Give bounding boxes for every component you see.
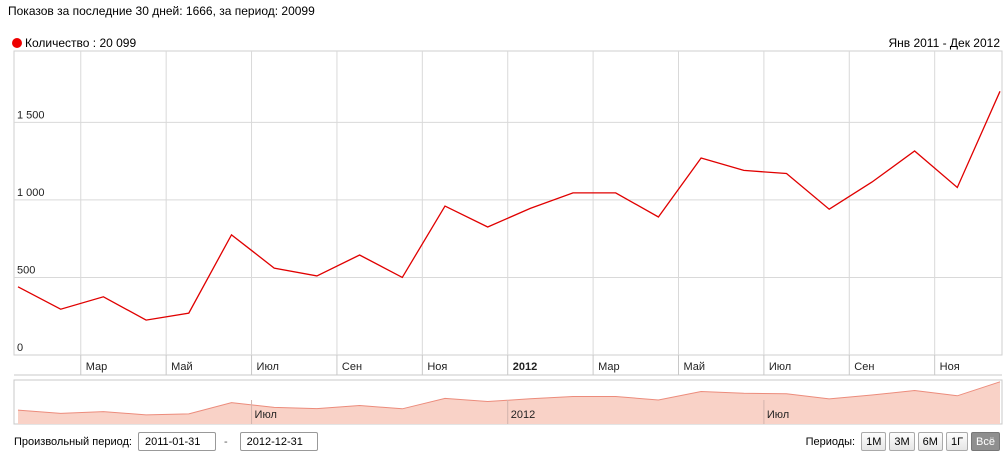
x-tick-label: Ноя xyxy=(427,361,447,373)
date-to-input[interactable] xyxy=(239,432,318,451)
period-selector: Периоды: 1М 3М 6М 1Г Всё xyxy=(806,432,1000,451)
data-point[interactable] xyxy=(698,155,704,161)
x-tick-label: Мар xyxy=(86,361,108,373)
navigator-area xyxy=(18,381,1000,424)
data-point[interactable] xyxy=(570,190,576,196)
y-tick-label: 500 xyxy=(17,264,35,276)
periods-label: Периоды: xyxy=(805,435,856,448)
custom-period: Произвольный период: - xyxy=(14,432,318,451)
data-point[interactable] xyxy=(784,171,790,177)
x-axis: Мар Май Июл Сен Ноя 2012 Мар Май Июл Сен Ноя xyxy=(14,355,1002,376)
period-3m-button[interactable]: 3М xyxy=(889,432,915,451)
data-point[interactable] xyxy=(912,148,918,154)
data-point[interactable] xyxy=(826,206,832,212)
data-point[interactable] xyxy=(314,273,320,279)
x-tick-label: 2012 xyxy=(513,361,537,373)
data-point[interactable] xyxy=(527,205,533,211)
custom-period-label: Произвольный период: xyxy=(14,435,132,448)
x-tick-label: Июл xyxy=(257,361,279,373)
data-point[interactable] xyxy=(228,232,234,238)
x-tick-label: Мар xyxy=(598,361,620,373)
data-point[interactable] xyxy=(485,224,491,230)
series-dot-icon xyxy=(12,38,22,48)
data-point[interactable] xyxy=(655,214,661,220)
y-axis: 0 500 1 000 1 500 xyxy=(17,109,45,354)
data-point[interactable] xyxy=(186,310,192,316)
data-point[interactable] xyxy=(100,294,106,300)
data-point[interactable] xyxy=(869,179,875,185)
data-point[interactable] xyxy=(954,184,960,190)
data-point[interactable] xyxy=(997,88,1003,94)
series-line[interactable] xyxy=(17,91,1001,321)
y-tick-label: 1 000 xyxy=(17,187,45,199)
legend-label: Количество : 20 099 xyxy=(25,36,137,50)
data-point[interactable] xyxy=(271,265,277,271)
y-tick-label: 1 500 xyxy=(17,109,45,121)
grid xyxy=(13,50,1003,356)
data-point[interactable] xyxy=(58,306,64,312)
x-tick-label: Июл xyxy=(769,361,791,373)
data-point[interactable] xyxy=(613,190,619,196)
date-separator: - xyxy=(223,435,228,448)
navigator-label: 2012 xyxy=(511,409,535,421)
series[interactable] xyxy=(15,88,1003,323)
data-point[interactable] xyxy=(741,167,747,173)
navigator-label: Июл xyxy=(255,409,277,421)
legend[interactable]: Количество : 20 099 xyxy=(12,36,136,50)
data-point[interactable] xyxy=(442,203,448,209)
y-tick-label: 0 xyxy=(17,342,23,354)
x-tick-label: Май xyxy=(684,361,706,373)
chart: 0 500 1 000 1 500 Мар Май Июл Сен Ноя 2012 Мар Май… xyxy=(13,50,1003,425)
navigator[interactable]: Июл 2012 Июл xyxy=(13,379,1003,425)
period-1y-button[interactable]: 1Г xyxy=(945,432,969,451)
x-tick-label: Сен xyxy=(854,361,874,373)
data-point[interactable] xyxy=(357,252,363,258)
period-all-button[interactable]: Всё xyxy=(971,432,1000,451)
period-1m-button[interactable]: 1М xyxy=(861,432,887,451)
data-point[interactable] xyxy=(143,317,149,323)
date-from-input[interactable] xyxy=(137,432,216,451)
x-tick-label: Ноя xyxy=(940,361,960,373)
navigator-label: Июл xyxy=(767,409,789,421)
x-tick-label: Май xyxy=(171,361,193,373)
x-tick-label: Сен xyxy=(342,361,362,373)
range-label: Янв 2011 - Дек 2012 xyxy=(888,36,1000,50)
data-point[interactable] xyxy=(399,274,405,280)
stats-header: Показов за последние 30 дней: 1666, за п… xyxy=(8,4,315,18)
period-6m-button[interactable]: 6М xyxy=(917,432,943,451)
data-point[interactable] xyxy=(15,284,21,290)
navigator-line xyxy=(17,381,1001,416)
